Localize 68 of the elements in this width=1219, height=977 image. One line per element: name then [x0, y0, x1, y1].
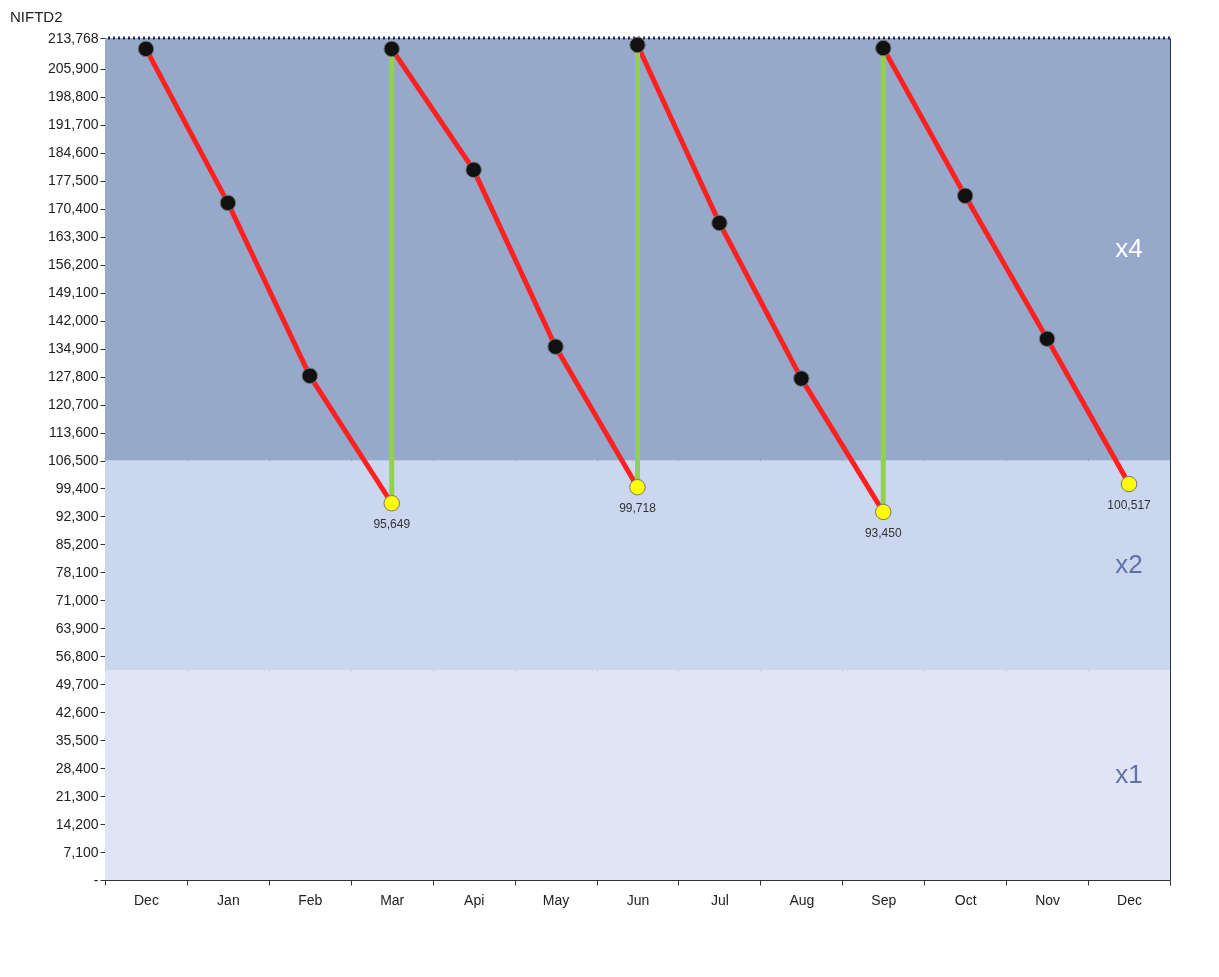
data-label: 93,450 — [864, 525, 902, 540]
point — [629, 479, 646, 496]
point — [875, 39, 892, 57]
x-tick-label: Mar — [380, 891, 405, 908]
y-tick-label: 42,600 — [55, 703, 99, 720]
y-tick-label: 213,768 — [47, 29, 99, 46]
point — [956, 187, 974, 205]
y-tick-label: 177,500 — [47, 172, 99, 189]
y-tick-label: 49,700 — [55, 675, 99, 692]
x-tick-label: Dec — [1117, 891, 1142, 908]
y-tick-label: 99,400 — [55, 479, 99, 496]
y-tick-label: 184,600 — [47, 144, 99, 161]
x-tick-label: Jan — [217, 891, 240, 908]
y-tick-label: 149,100 — [47, 284, 99, 301]
band-label: x2 — [1115, 549, 1143, 580]
x-tick-label: Jul — [710, 891, 729, 908]
point — [465, 161, 482, 179]
x-tick-label: May — [542, 891, 570, 908]
x-tick-label: Feb — [298, 891, 323, 908]
y-tick-label: 120,700 — [47, 396, 99, 413]
chart-title: NIFTD2 — [10, 8, 63, 25]
x-tick-label: Aug — [789, 891, 815, 908]
y-tick-label: 198,800 — [47, 88, 99, 105]
point — [1038, 330, 1056, 348]
point — [711, 214, 728, 232]
y-tick-label: 113,600 — [48, 424, 99, 441]
y-tick-label: 14,200 — [55, 815, 99, 832]
y-tick-label: 78,100 — [55, 563, 99, 580]
y-tick-label: 85,200 — [55, 535, 99, 552]
point — [547, 338, 564, 355]
x-tick-label: Oct — [954, 891, 977, 908]
point — [629, 36, 646, 54]
band-label: x1 — [1115, 759, 1143, 790]
data-label: 95,649 — [373, 517, 411, 532]
point — [383, 40, 400, 58]
x-tick-label: Dec — [134, 891, 159, 908]
y-tick-label: 170,400 — [47, 200, 99, 217]
y-tick-label: - — [93, 871, 99, 888]
y-tick-label: 163,300 — [47, 228, 99, 245]
y-tick-label: 142,000 — [47, 312, 99, 329]
x-tick-label: Jun — [626, 891, 650, 908]
x-tick-label: Nov — [1035, 891, 1061, 908]
y-tick-label: 127,800 — [47, 368, 99, 385]
y-tick-label: 71,000 — [55, 591, 99, 608]
point — [137, 40, 155, 58]
y-tick-label: 92,300 — [55, 507, 99, 524]
point — [793, 370, 810, 387]
y-tick-label: 28,400 — [55, 759, 99, 776]
data-label: 99,718 — [619, 501, 657, 516]
point — [1120, 475, 1138, 493]
y-tick-label: 134,900 — [47, 340, 99, 357]
x-tick-label: Api — [464, 891, 485, 908]
point — [301, 367, 319, 385]
y-tick-label: 35,500 — [55, 731, 99, 748]
y-tick-label: 205,900 — [47, 60, 99, 77]
y-tick-label: 191,700 — [47, 116, 99, 133]
x-tick-label: Sep — [871, 891, 897, 908]
band-label: x4 — [1115, 233, 1143, 264]
data-label: 100,517 — [1107, 498, 1152, 513]
point — [383, 495, 400, 512]
y-tick-label: 106,500 — [47, 452, 99, 469]
point — [219, 194, 237, 212]
y-tick-label: 63,900 — [55, 619, 99, 636]
y-tick-label: 21,300 — [55, 787, 99, 804]
y-tick-label: 7,100 — [63, 843, 99, 860]
y-tick-label: 56,800 — [55, 647, 99, 664]
y-tick-label: 156,200 — [47, 256, 99, 273]
point — [875, 503, 892, 521]
